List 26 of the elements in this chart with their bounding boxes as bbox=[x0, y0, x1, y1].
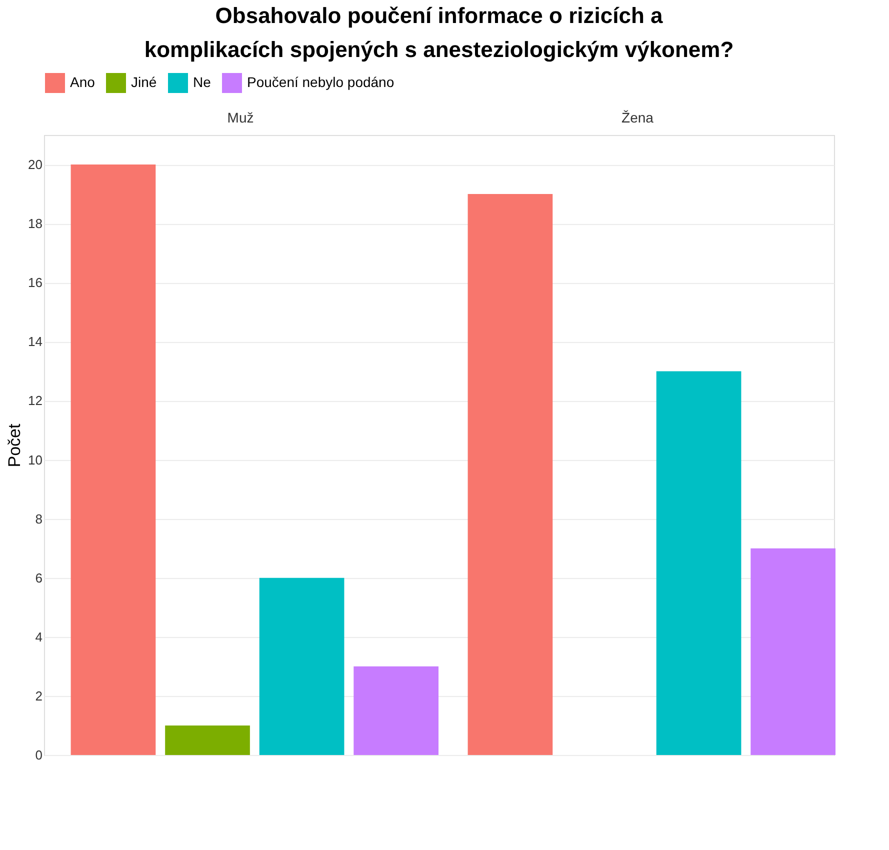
x-tick-label: Žena bbox=[622, 110, 654, 126]
y-tick-label: 0 bbox=[35, 748, 42, 762]
chart-title: Obsahovalo poučení informace o rizicích a komplikacích spojených s anesteziologickým výkonem? bbox=[144, 3, 734, 62]
y-tick-label: 18 bbox=[28, 216, 42, 232]
bar bbox=[750, 548, 836, 755]
legend-label: Jiné bbox=[131, 74, 157, 90]
bar bbox=[468, 194, 553, 755]
y-axis-title: Počet bbox=[5, 423, 24, 468]
bar bbox=[354, 666, 439, 755]
legend-label: Ne bbox=[193, 74, 212, 90]
y-tick-label: 16 bbox=[28, 275, 42, 290]
legend-label: Poučení nebylo podáno bbox=[247, 74, 394, 90]
y-tick-label: 2 bbox=[35, 688, 42, 704]
legend-label: Ano bbox=[70, 74, 96, 90]
bar bbox=[70, 164, 156, 755]
y-tick-label: 20 bbox=[28, 157, 42, 172]
x-tick-label: Muž bbox=[227, 110, 254, 126]
bar bbox=[656, 371, 742, 755]
bar bbox=[259, 578, 344, 755]
y-tick-label: 10 bbox=[28, 452, 42, 468]
y-tick-label: 14 bbox=[28, 334, 42, 350]
y-tick-label: 8 bbox=[35, 511, 42, 526]
bar bbox=[165, 725, 250, 755]
y-tick-label: 4 bbox=[35, 629, 42, 644]
y-tick-label: 12 bbox=[28, 393, 42, 408]
y-tick-label: 6 bbox=[35, 570, 42, 586]
